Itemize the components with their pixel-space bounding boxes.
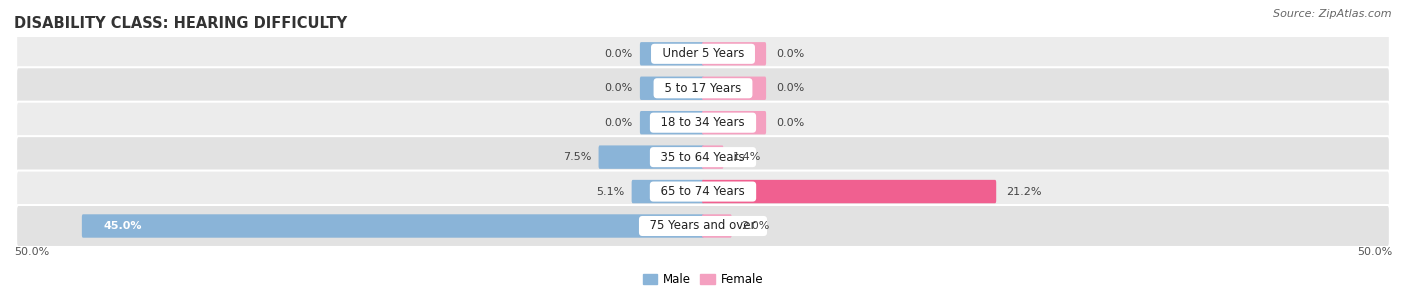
FancyBboxPatch shape — [640, 77, 704, 100]
Text: Source: ZipAtlas.com: Source: ZipAtlas.com — [1274, 9, 1392, 19]
FancyBboxPatch shape — [640, 111, 704, 135]
Text: 2.0%: 2.0% — [741, 221, 770, 231]
FancyBboxPatch shape — [15, 33, 1391, 75]
Text: 0.0%: 0.0% — [605, 49, 633, 59]
Text: 21.2%: 21.2% — [1007, 187, 1042, 196]
Text: 0.0%: 0.0% — [776, 49, 804, 59]
Text: DISABILITY CLASS: HEARING DIFFICULTY: DISABILITY CLASS: HEARING DIFFICULTY — [14, 16, 347, 31]
FancyBboxPatch shape — [15, 205, 1391, 247]
Text: 0.0%: 0.0% — [605, 83, 633, 93]
Text: 0.0%: 0.0% — [776, 118, 804, 128]
Legend: Male, Female: Male, Female — [638, 269, 768, 291]
Text: 5.1%: 5.1% — [596, 187, 624, 196]
Text: 18 to 34 Years: 18 to 34 Years — [654, 116, 752, 129]
FancyBboxPatch shape — [702, 111, 766, 135]
FancyBboxPatch shape — [640, 42, 704, 66]
FancyBboxPatch shape — [15, 136, 1391, 178]
Text: Under 5 Years: Under 5 Years — [655, 47, 751, 60]
Text: 75 Years and over: 75 Years and over — [643, 220, 763, 232]
Text: 50.0%: 50.0% — [1357, 247, 1392, 257]
FancyBboxPatch shape — [702, 180, 997, 203]
Text: 0.0%: 0.0% — [776, 83, 804, 93]
FancyBboxPatch shape — [702, 77, 766, 100]
Text: 45.0%: 45.0% — [104, 221, 142, 231]
Text: 7.5%: 7.5% — [562, 152, 592, 162]
Text: 35 to 64 Years: 35 to 64 Years — [654, 151, 752, 163]
Text: 0.0%: 0.0% — [605, 118, 633, 128]
Text: 50.0%: 50.0% — [14, 247, 49, 257]
Text: 5 to 17 Years: 5 to 17 Years — [657, 82, 749, 95]
FancyBboxPatch shape — [702, 214, 731, 238]
FancyBboxPatch shape — [599, 145, 704, 169]
Text: 1.4%: 1.4% — [734, 152, 762, 162]
Text: 65 to 74 Years: 65 to 74 Years — [654, 185, 752, 198]
FancyBboxPatch shape — [15, 102, 1391, 144]
FancyBboxPatch shape — [15, 67, 1391, 109]
FancyBboxPatch shape — [702, 42, 766, 66]
FancyBboxPatch shape — [702, 145, 724, 169]
FancyBboxPatch shape — [82, 214, 704, 238]
FancyBboxPatch shape — [15, 170, 1391, 213]
FancyBboxPatch shape — [631, 180, 704, 203]
